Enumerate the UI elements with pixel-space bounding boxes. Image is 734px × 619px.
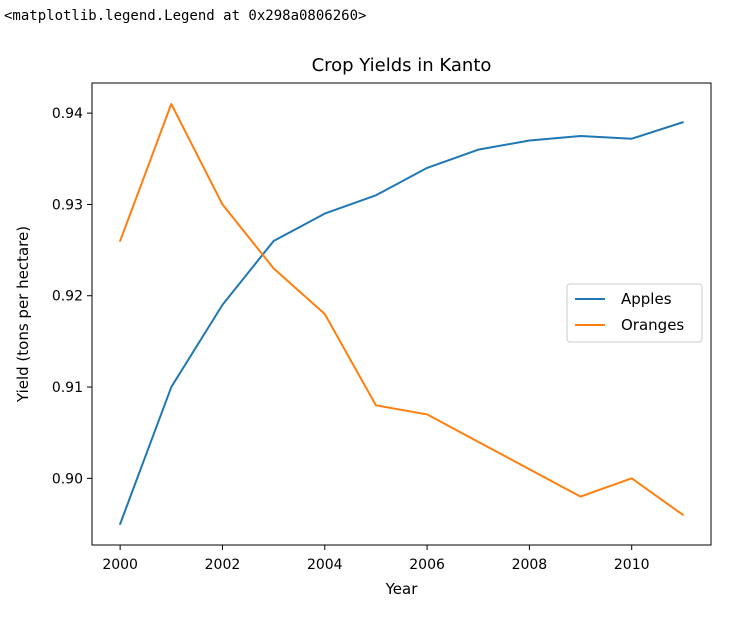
x-tick-label: 2000 — [102, 557, 138, 573]
x-tick-label: 2002 — [205, 557, 241, 573]
series-lines — [119, 103, 684, 525]
y-tick-label: 0.91 — [52, 380, 83, 396]
y-tick-label: 0.92 — [52, 289, 83, 305]
y-tick-label: 0.94 — [52, 106, 83, 122]
plot-area-border — [91, 82, 712, 546]
x-tick-label: 2010 — [614, 557, 650, 573]
y-tick-label: 0.93 — [52, 197, 83, 213]
x-tick-label: 2008 — [512, 557, 548, 573]
y-tick-label: 0.90 — [52, 471, 83, 487]
legend-label-apples: Apples — [621, 290, 672, 308]
x-tick-label: 2006 — [409, 557, 445, 573]
legend-label-oranges: Oranges — [621, 316, 684, 334]
legend: Apples Oranges — [566, 283, 703, 343]
x-axis-label: Year — [385, 580, 419, 598]
y-axis-label: Yield (tons per hectare) — [14, 226, 32, 403]
chart-title: Crop Yields in Kanto — [312, 55, 492, 76]
cell-output-text: <matplotlib.legend.Legend at 0x298a08062… — [4, 8, 367, 24]
series-line-apples — [119, 121, 684, 525]
plot-frame — [91, 82, 712, 546]
x-axis-ticks: 2000 2002 2004 2006 2008 2010 — [102, 545, 650, 573]
x-tick-label: 2004 — [307, 557, 343, 573]
series-line-oranges — [119, 103, 684, 516]
y-axis-ticks: 0.90 0.91 0.92 0.93 0.94 — [52, 106, 92, 487]
